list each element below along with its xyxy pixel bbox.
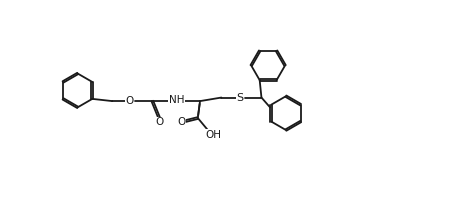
Text: O: O	[156, 117, 164, 127]
Text: OH: OH	[205, 130, 221, 140]
Text: NH: NH	[169, 95, 184, 105]
Text: S: S	[236, 93, 244, 103]
Text: O: O	[125, 96, 133, 106]
Text: O: O	[177, 117, 185, 127]
